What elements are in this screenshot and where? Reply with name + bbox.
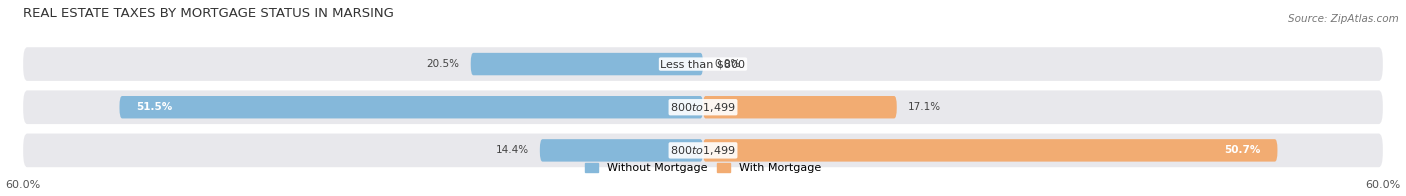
FancyBboxPatch shape [471,53,703,75]
FancyBboxPatch shape [22,133,1384,167]
FancyBboxPatch shape [120,96,703,118]
Text: $800 to $1,499: $800 to $1,499 [671,144,735,157]
Text: 50.7%: 50.7% [1225,145,1260,155]
Text: 17.1%: 17.1% [908,102,941,112]
Text: Less than $800: Less than $800 [661,59,745,69]
Text: 14.4%: 14.4% [495,145,529,155]
FancyBboxPatch shape [22,90,1384,124]
FancyBboxPatch shape [703,139,1278,162]
FancyBboxPatch shape [703,96,897,118]
Legend: Without Mortgage, With Mortgage: Without Mortgage, With Mortgage [581,158,825,178]
Text: 0.0%: 0.0% [714,59,741,69]
FancyBboxPatch shape [540,139,703,162]
Text: 51.5%: 51.5% [136,102,173,112]
FancyBboxPatch shape [22,47,1384,81]
Text: Source: ZipAtlas.com: Source: ZipAtlas.com [1288,14,1399,24]
Text: REAL ESTATE TAXES BY MORTGAGE STATUS IN MARSING: REAL ESTATE TAXES BY MORTGAGE STATUS IN … [22,7,394,20]
Text: $800 to $1,499: $800 to $1,499 [671,101,735,114]
Text: 20.5%: 20.5% [426,59,460,69]
